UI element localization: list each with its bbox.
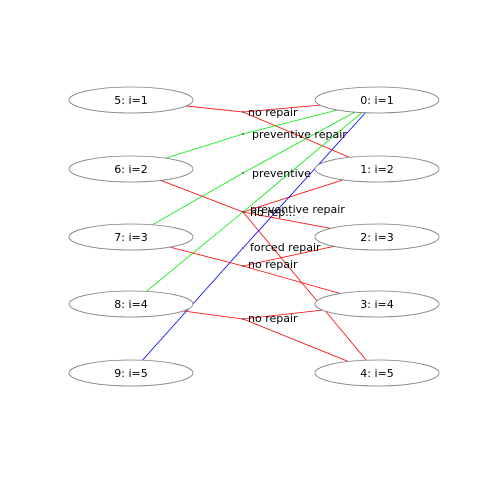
edge-label-l3: no rep... [250, 206, 296, 219]
edge-n7-l2 [152, 172, 244, 226]
edge-l6-n2 [242, 245, 334, 267]
edge-hub-dot [242, 318, 244, 320]
node-label: 7: i=3 [114, 231, 147, 244]
edge-n5-l0 [186, 105, 244, 113]
node-n1: 1: i=2 [314, 155, 440, 183]
node-ellipse [314, 155, 440, 183]
node-n3: 3: i=4 [314, 290, 440, 318]
node-ellipse [68, 155, 194, 183]
node-ellipse [314, 290, 440, 318]
node-ellipse [68, 290, 194, 318]
node-ellipse [68, 223, 194, 251]
edge-l3-n4 [242, 211, 367, 361]
edge-hub-dot [242, 211, 244, 213]
edge-l7-n4 [242, 318, 349, 362]
node-label: 8: i=4 [114, 298, 147, 311]
edge-l1-n0 [242, 109, 338, 135]
node-ellipse [314, 223, 440, 251]
edge-l6-n3 [242, 265, 341, 294]
edge-n6-l3 [160, 180, 244, 213]
edge-l4-n0 [242, 112, 363, 213]
edge-labels-layer: no repair preventive repair preventive no r… [248, 106, 347, 325]
edge-label-l1: preventive repair [252, 128, 347, 141]
edge-label-l7: no repair [248, 312, 298, 325]
edge-n6-l1 [165, 133, 244, 159]
node-n6: 6: i=2 [68, 155, 194, 183]
edge-n7-l6 [169, 246, 244, 267]
node-label: 5: i=1 [114, 94, 147, 107]
node-label: 6: i=2 [114, 163, 147, 176]
node-ellipse [68, 86, 194, 114]
edge-hub-dot [242, 111, 244, 113]
node-n5: 5: i=1 [68, 86, 194, 114]
node-ellipse [68, 359, 194, 387]
edge-label-l0: no repair [248, 106, 298, 119]
node-n8: 8: i=4 [68, 290, 194, 318]
edge-l0-n0 [242, 104, 321, 113]
edge-label-l2: preventive [252, 167, 311, 180]
edge-hub-dot [242, 265, 244, 267]
node-label: 3: i=4 [360, 298, 393, 311]
edge-label-l6: no repair [248, 258, 298, 271]
edge-hub-dot [242, 172, 244, 174]
node-ellipse [314, 359, 440, 387]
edge-label-l4: preventive repair [250, 203, 345, 216]
node-label: 1: i=2 [360, 163, 393, 176]
edge-hub-dot [242, 247, 244, 249]
node-label: 4: i=5 [360, 367, 393, 380]
edge-l3-n2 [242, 211, 331, 229]
edge-l3-n1 [242, 179, 344, 213]
edge-l2-n0 [242, 111, 355, 174]
node-ellipse [314, 86, 440, 114]
edge-n8-l4 [146, 211, 244, 292]
node-label: 0: i=1 [360, 94, 393, 107]
edge-l7-n3 [242, 309, 323, 320]
edge-label-l5: forced repair [250, 241, 321, 254]
edge-l5-n0 [242, 112, 366, 249]
node-label: 2: i=3 [360, 231, 393, 244]
edge-n8-l7 [183, 310, 244, 320]
node-n9: 9: i=5 [68, 359, 194, 387]
node-n2: 2: i=3 [314, 223, 440, 251]
node-label: 9: i=5 [114, 367, 147, 380]
edge-hub-dot [242, 133, 244, 135]
nodes-layer: 0: i=1 1: i=2 2: i=3 3: i=4 4: i=5 5: i=1 6: i… [68, 86, 440, 387]
node-n4: 4: i=5 [314, 359, 440, 387]
node-n7: 7: i=3 [68, 223, 194, 251]
node-n0: 0: i=1 [314, 86, 440, 114]
